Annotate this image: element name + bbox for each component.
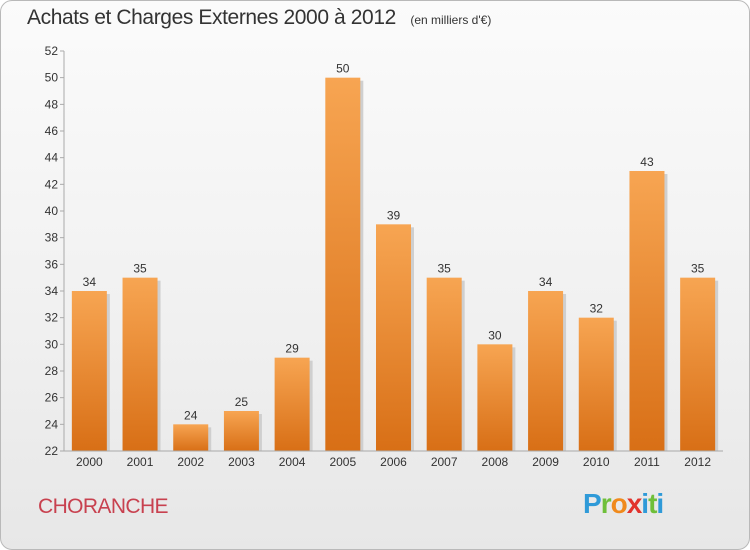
logo-letter: i [656, 488, 664, 519]
axis-layer: 2000 2001 2002 2003 2004 2005 2006 2007 2008 2009… [45, 44, 723, 469]
y-tick-label-50: 50 [45, 71, 59, 85]
value-label-2009: 34 [539, 275, 553, 289]
commune-name: CHORANCHE [38, 495, 169, 518]
logo-letter: P [583, 488, 602, 519]
bar-2004 [274, 357, 310, 451]
x-tick-label-2008: 2008 [482, 455, 509, 469]
value-label-2003: 25 [235, 395, 249, 409]
proxiti-logo: Proxiti [583, 488, 664, 520]
chart-title: Achats et Charges Externes 2000 à 2012 [27, 6, 396, 29]
y-tick-label-46: 46 [45, 124, 59, 138]
bar-2010 [578, 317, 614, 451]
y-tick-label-52: 52 [45, 44, 59, 58]
bar-2011 [629, 171, 665, 451]
y-tick-label-28: 28 [45, 364, 59, 378]
y-tick-label-42: 42 [45, 177, 59, 191]
value-label-2010: 32 [590, 302, 604, 316]
x-tick-label-2012: 2012 [684, 455, 711, 469]
value-label-2004: 29 [285, 342, 299, 356]
x-tick-label-2006: 2006 [380, 455, 407, 469]
value-label-2007: 35 [438, 262, 452, 276]
y-tick-label-38: 38 [45, 231, 59, 245]
y-tick-label-30: 30 [45, 337, 59, 351]
bar-2000 [71, 291, 107, 451]
value-label-2011: 43 [640, 155, 654, 169]
bar-2006 [376, 224, 411, 451]
y-tick-label-40: 40 [45, 204, 59, 218]
bar-2002 [173, 424, 209, 451]
value-label-2000: 34 [83, 275, 97, 289]
y-tick-label-32: 32 [45, 311, 59, 325]
value-label-2002: 24 [184, 408, 198, 422]
value-label-2006: 39 [387, 208, 401, 222]
logo-letter: i [641, 488, 649, 519]
x-tick-label-2004: 2004 [279, 455, 306, 469]
x-tick-label-2007: 2007 [431, 455, 458, 469]
y-tick-label-48: 48 [45, 97, 59, 111]
value-label-2001: 35 [133, 262, 147, 276]
value-label-2008: 30 [488, 328, 502, 342]
x-tick-label-2005: 2005 [329, 455, 356, 469]
bar-2008 [477, 344, 513, 451]
bar-2009 [528, 291, 564, 451]
title-row: Achats et Charges Externes 2000 à 2012 (… [27, 6, 491, 30]
logo-letter: t [648, 488, 657, 519]
x-tick-label-2002: 2002 [177, 455, 204, 469]
x-tick-label-2011: 2011 [634, 455, 660, 469]
x-tick-label-2003: 2003 [228, 455, 255, 469]
y-tick-label-24: 24 [45, 417, 59, 431]
bars-layer: 34 35 24 25 29 50 39 35 30 34 32 43 35 [71, 62, 719, 452]
x-tick-label-2010: 2010 [583, 455, 610, 469]
y-tick-label-22: 22 [45, 444, 59, 458]
logo-letter: o [610, 488, 628, 519]
x-tick-label-2001: 2001 [127, 455, 154, 469]
x-tick-label-2009: 2009 [532, 455, 559, 469]
value-label-2012: 35 [691, 262, 705, 276]
y-tick-label-26: 26 [45, 391, 59, 405]
bar-2005 [325, 77, 361, 452]
y-tick-label-44: 44 [45, 151, 59, 165]
logo-letter: r [600, 488, 612, 519]
bar-2001 [122, 277, 158, 451]
value-label-2005: 50 [336, 62, 350, 76]
chart-subtitle: (en milliers d'€) [410, 13, 492, 27]
y-tick-label-34: 34 [45, 284, 59, 298]
x-tick-label-2000: 2000 [76, 455, 103, 469]
logo-letter: x [626, 488, 643, 519]
bar-2003 [223, 411, 259, 451]
y-tick-label-36: 36 [45, 257, 59, 271]
bar-2007 [426, 277, 462, 451]
bar-2012 [680, 277, 716, 451]
